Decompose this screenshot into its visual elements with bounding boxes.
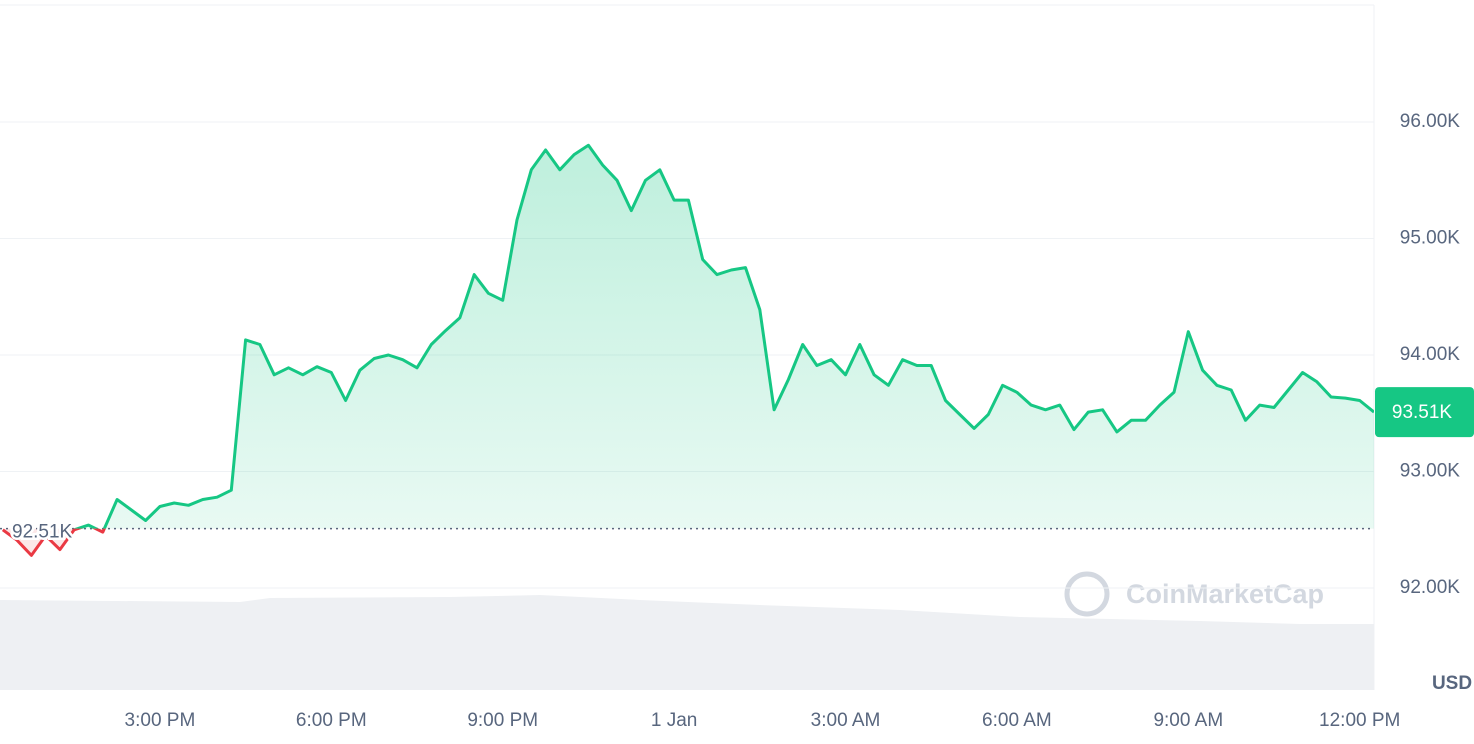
x-tick-label: 6:00 AM (982, 710, 1052, 731)
watermark: CoinMarketCap (1064, 571, 1324, 617)
y-tick-label: 94.00K (1400, 344, 1461, 365)
x-tick-label: 3:00 PM (125, 710, 196, 731)
x-tick-label: 3:00 AM (811, 710, 881, 731)
x-tick-label: 9:00 PM (467, 710, 538, 731)
x-tick-label: 9:00 AM (1153, 710, 1223, 731)
x-tick-label: 1 Jan (651, 710, 697, 731)
watermark-text: CoinMarketCap (1126, 579, 1324, 609)
current-price-badge (1375, 387, 1474, 438)
x-tick-label: 6:00 PM (296, 710, 367, 731)
watermark-logo (1064, 571, 1110, 617)
y-tick-label: 96.00K (1400, 111, 1461, 132)
y-tick-label: 93.00K (1400, 461, 1461, 482)
y-tick-label: 92.00K (1400, 577, 1461, 598)
x-tick-label: 12:00 PM (1319, 710, 1400, 731)
y-tick-label: 95.00K (1400, 228, 1461, 249)
price-area (77, 145, 1374, 529)
price-line (3, 143, 1374, 529)
volume-background (0, 595, 1374, 690)
current-price-label: 93.51K (1392, 402, 1453, 423)
reference-label: 92.51K (12, 522, 73, 543)
y-axis-label: USD (1432, 673, 1472, 694)
